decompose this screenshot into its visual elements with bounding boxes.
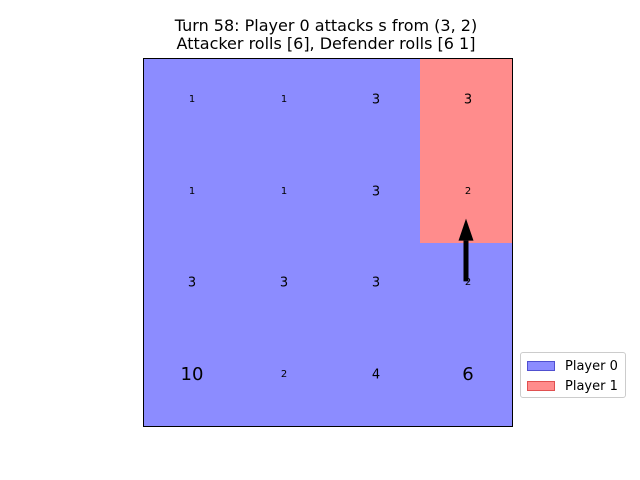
troop-count-label: 3 [371,92,381,108]
troop-count-label: 1 [188,185,196,197]
title-line-1: Turn 58: Player 0 attacks s from (3, 2) [174,16,478,35]
troop-count-label: 3 [371,184,381,200]
troop-count-label: 2 [464,277,472,289]
legend-entry-player-1: Player 1 [527,378,618,394]
territory-cell[interactable]: 4 [328,334,420,426]
troop-count-label: 10 [180,364,204,386]
troop-count-label: 2 [280,369,288,381]
attack-arrow [458,218,474,282]
legend-label-player-1: Player 1 [565,378,618,394]
troop-count-label: 1 [280,93,288,105]
territory-cell[interactable]: 2 [236,334,328,426]
legend-swatch-player-0 [527,361,555,371]
troop-count-label: 3 [371,275,381,291]
troop-count-label: 6 [462,364,474,386]
troop-count-label: 3 [279,275,289,291]
territory-cell[interactable]: 3 [328,242,420,335]
legend-swatch-player-1 [527,381,555,391]
attack-arrow-shaft [463,240,469,282]
territory-cell[interactable]: 6 [420,334,512,426]
territory-cell[interactable]: 3 [328,59,420,151]
territory-cell[interactable]: 3 [420,59,512,151]
territory-cell[interactable]: 3 [236,242,328,335]
title-line-2: Attacker rolls [6], Defender rolls [6 1] [176,34,476,53]
territory-cell[interactable]: 3 [328,150,420,243]
troop-count-label: 2 [464,185,472,197]
legend-label-player-0: Player 0 [565,358,618,374]
territory-cell[interactable]: 3 [144,242,236,335]
troop-count-label: 3 [187,275,197,291]
attack-arrow-head [458,218,474,241]
troop-count-label: 4 [371,367,381,383]
legend-entry-player-0: Player 0 [527,358,618,374]
game-board: 1 1 3 3 1 1 3 2 3 3 3 2 10 2 4 6 [143,58,513,427]
troop-count-label: 1 [280,185,288,197]
territory-cell[interactable]: 1 [236,59,328,151]
troop-count-label: 3 [463,92,473,108]
legend: Player 0 Player 1 [520,352,626,398]
territory-cell[interactable]: 10 [144,334,236,426]
territory-cell[interactable]: 1 [236,150,328,243]
troop-count-label: 1 [188,93,196,105]
territory-cell[interactable]: 1 [144,150,236,243]
territory-cell[interactable]: 1 [144,59,236,151]
